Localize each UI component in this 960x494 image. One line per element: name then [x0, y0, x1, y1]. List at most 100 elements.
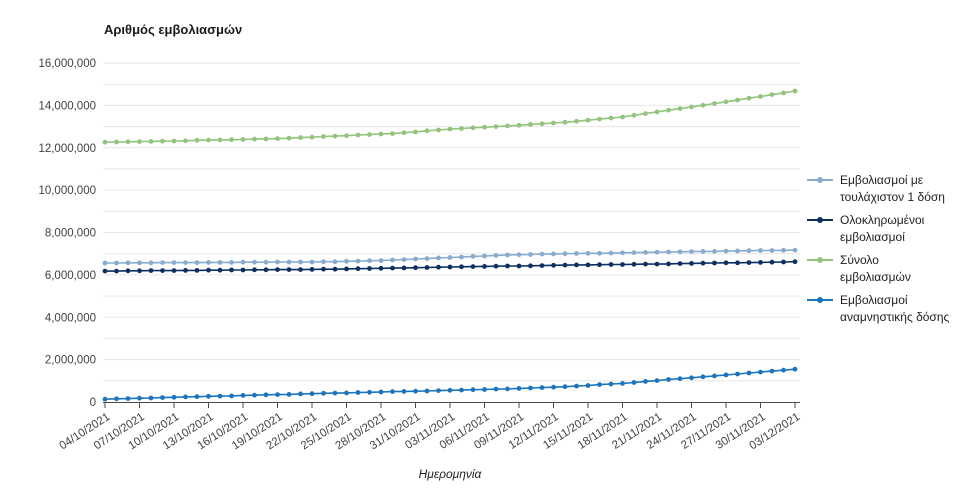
data-point-completed	[470, 264, 476, 269]
data-point-first-dose	[390, 257, 395, 263]
data-point-total	[723, 99, 729, 105]
data-point-completed	[746, 260, 752, 265]
data-point-completed	[597, 262, 602, 268]
data-point-first-dose	[286, 259, 292, 265]
data-point-total	[183, 138, 188, 144]
data-point-completed	[125, 268, 131, 274]
data-point-booster	[700, 374, 706, 380]
data-point-completed	[390, 265, 395, 271]
data-point-total	[263, 136, 269, 142]
data-point-completed	[459, 264, 464, 270]
data-point-first-dose	[447, 255, 453, 260]
data-point-completed	[424, 265, 430, 270]
data-point-completed	[298, 267, 303, 272]
data-point-completed	[792, 259, 798, 265]
data-point-completed	[344, 266, 349, 272]
data-point-total	[712, 101, 717, 106]
legend-item-first-dose[interactable]: Εμβολιασμοί με τουλάχιστον 1 δόση	[806, 172, 956, 206]
data-point-booster	[401, 389, 407, 394]
legend-label-first-dose: Εμβολιασμοί με τουλάχιστον 1 δόση	[840, 173, 945, 204]
data-point-total	[252, 136, 257, 142]
data-point-booster	[171, 394, 177, 400]
data-point-total	[424, 128, 430, 134]
data-point-booster	[470, 387, 476, 393]
data-point-total	[171, 138, 177, 144]
data-point-total	[666, 107, 671, 113]
data-point-completed	[229, 267, 234, 273]
data-point-booster	[125, 396, 131, 401]
data-point-total	[608, 115, 614, 121]
data-point-completed	[275, 267, 280, 272]
data-point-first-dose	[758, 248, 763, 253]
data-point-first-dose	[367, 258, 372, 264]
data-point-first-dose	[620, 250, 625, 256]
data-point-completed	[263, 267, 269, 273]
data-point-total	[344, 133, 349, 139]
data-point-total	[758, 94, 763, 99]
data-point-completed	[712, 260, 717, 266]
data-point-completed	[378, 265, 384, 271]
data-point-first-dose	[183, 260, 188, 265]
data-point-total	[321, 134, 326, 139]
data-point-first-dose	[298, 259, 303, 265]
data-point-first-dose	[240, 259, 246, 265]
data-point-booster	[114, 396, 119, 402]
data-point-booster	[378, 389, 384, 395]
data-point-total	[562, 119, 568, 125]
data-point-total	[309, 134, 315, 140]
data-point-first-dose	[597, 250, 602, 256]
data-point-first-dose	[539, 251, 545, 257]
data-point-booster	[712, 373, 717, 379]
data-point-total	[148, 139, 154, 144]
data-point-first-dose	[723, 248, 729, 254]
data-point-first-dose	[792, 247, 798, 253]
data-point-first-dose	[781, 247, 786, 253]
data-point-completed	[482, 264, 487, 269]
data-point-completed	[332, 266, 338, 272]
data-point-completed	[781, 259, 786, 265]
legend-label-total: Σύνολο εμβολιασμών	[840, 253, 911, 284]
legend-item-booster[interactable]: Εμβολιασμοί αναμνηστικής δόσης	[806, 292, 956, 326]
data-point-completed	[171, 268, 177, 273]
data-point-completed	[413, 265, 418, 271]
data-point-first-dose	[689, 249, 694, 255]
data-point-completed	[643, 261, 648, 267]
legend-item-total[interactable]: Σύνολο εμβολιασμών	[806, 252, 956, 286]
data-point-first-dose	[378, 258, 384, 263]
data-point-booster	[482, 387, 487, 392]
data-point-booster	[367, 389, 372, 395]
data-point-first-dose	[608, 250, 614, 256]
data-point-first-dose	[769, 248, 775, 253]
data-point-booster	[183, 394, 188, 400]
data-point-completed	[367, 266, 372, 271]
data-point-first-dose	[436, 255, 441, 261]
data-point-completed	[528, 263, 533, 269]
data-point-booster	[194, 394, 200, 400]
data-point-first-dose	[677, 249, 683, 255]
data-point-booster	[608, 381, 614, 387]
data-point-first-dose	[459, 254, 464, 260]
legend-item-completed[interactable]: Ολοκληρωμένοι εμβολιασμοί	[806, 212, 956, 246]
data-point-total	[137, 139, 142, 145]
data-point-first-dose	[505, 252, 510, 258]
data-point-completed	[321, 266, 326, 272]
data-point-booster	[620, 381, 625, 386]
data-point-first-dose	[482, 253, 487, 259]
data-point-booster	[217, 393, 223, 399]
data-point-total	[631, 112, 637, 118]
chart-title: Αριθμός εμβολιασμών	[104, 22, 243, 37]
y-tick-label: 10,000,000	[38, 185, 96, 197]
data-point-completed	[620, 262, 625, 267]
data-point-booster	[562, 384, 568, 390]
data-point-total	[597, 116, 602, 122]
data-point-completed	[252, 267, 257, 273]
data-point-total	[217, 137, 223, 143]
data-point-completed	[286, 267, 292, 272]
data-point-total	[367, 132, 372, 138]
data-point-total	[413, 129, 418, 135]
data-point-completed	[217, 267, 223, 273]
data-point-total	[286, 135, 292, 141]
data-point-completed	[447, 264, 453, 270]
